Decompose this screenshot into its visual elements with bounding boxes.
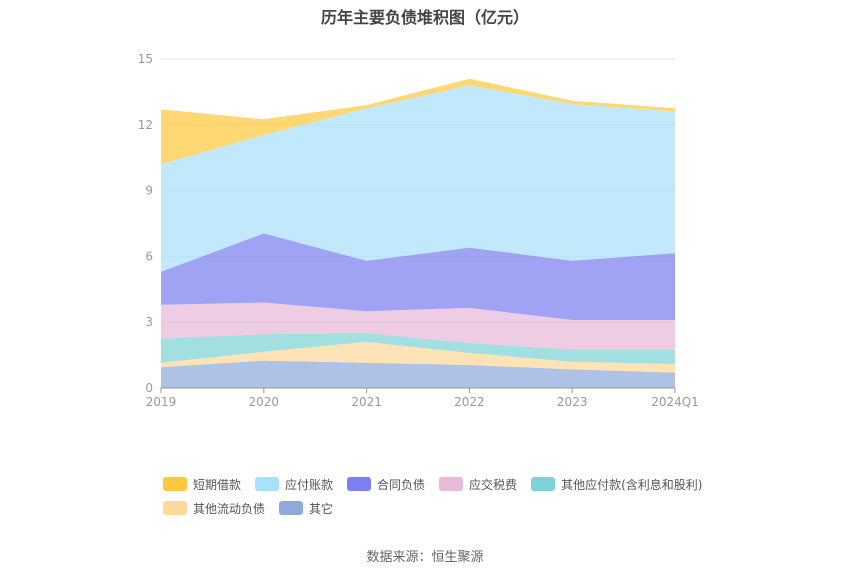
area-series xyxy=(161,341,675,373)
legend-swatch xyxy=(439,477,464,491)
legend-swatch xyxy=(347,477,372,491)
x-tick-label: 2024Q1 xyxy=(651,395,699,409)
legend-label: 其他流动负债 xyxy=(193,501,266,516)
y-tick-label: 0 xyxy=(145,381,153,395)
legend-swatch xyxy=(531,477,556,491)
legend-item[interactable]: 短期借款 xyxy=(163,472,241,496)
legend-item[interactable]: 其他流动负债 xyxy=(163,496,265,520)
legend-item[interactable]: 应交税费 xyxy=(439,472,517,496)
area-series xyxy=(161,302,675,350)
y-tick-label: 3 xyxy=(145,315,153,329)
legend-swatch xyxy=(163,501,187,515)
legend-label: 其它 xyxy=(309,501,334,516)
x-tick-label: 2022 xyxy=(454,395,485,409)
legend-label: 其他应付款(含利息和股利) xyxy=(561,477,703,492)
legend-item[interactable]: 其它 xyxy=(279,496,333,520)
legend-item[interactable]: 其他应付款(含利息和股利) xyxy=(531,472,702,496)
area-series xyxy=(161,78,675,165)
axis-layer: 0 3 6 9 12 15 2019 2020 2021 2022 2023 2024Q1 xyxy=(138,52,699,409)
legend-swatch xyxy=(279,501,304,515)
area-series xyxy=(161,360,675,388)
area-series xyxy=(161,333,675,364)
data-source: 数据来源：恒生聚源 xyxy=(366,550,484,565)
x-tick-label: 2021 xyxy=(351,395,382,409)
legend-label: 应付账款 xyxy=(285,477,334,492)
legend-swatch xyxy=(255,477,280,491)
legend: 短期借款 应付账款 合同负债 应交税费 其他应付款(含利息和股利) 其他流动负债 其它 xyxy=(163,472,723,520)
legend-item[interactable]: 合同负债 xyxy=(347,472,425,496)
y-tick-label: 12 xyxy=(138,118,153,132)
area-layer xyxy=(161,78,675,388)
x-tick-label: 2019 xyxy=(146,395,177,409)
y-tick-label: 9 xyxy=(145,184,153,198)
x-tick-label: 2023 xyxy=(557,395,588,409)
y-tick-label: 15 xyxy=(138,52,153,66)
legend-label: 应交税费 xyxy=(469,477,518,492)
legend-label: 合同负债 xyxy=(377,477,426,492)
y-tick-label: 6 xyxy=(145,249,153,263)
legend-label: 短期借款 xyxy=(193,477,242,492)
area-series xyxy=(161,233,675,320)
chart-title: 历年主要负债堆积图（亿元） xyxy=(320,8,529,27)
legend-item[interactable]: 应付账款 xyxy=(255,472,333,496)
legend-swatch xyxy=(163,477,187,491)
area-series xyxy=(161,85,675,272)
x-tick-label: 2020 xyxy=(249,395,280,409)
